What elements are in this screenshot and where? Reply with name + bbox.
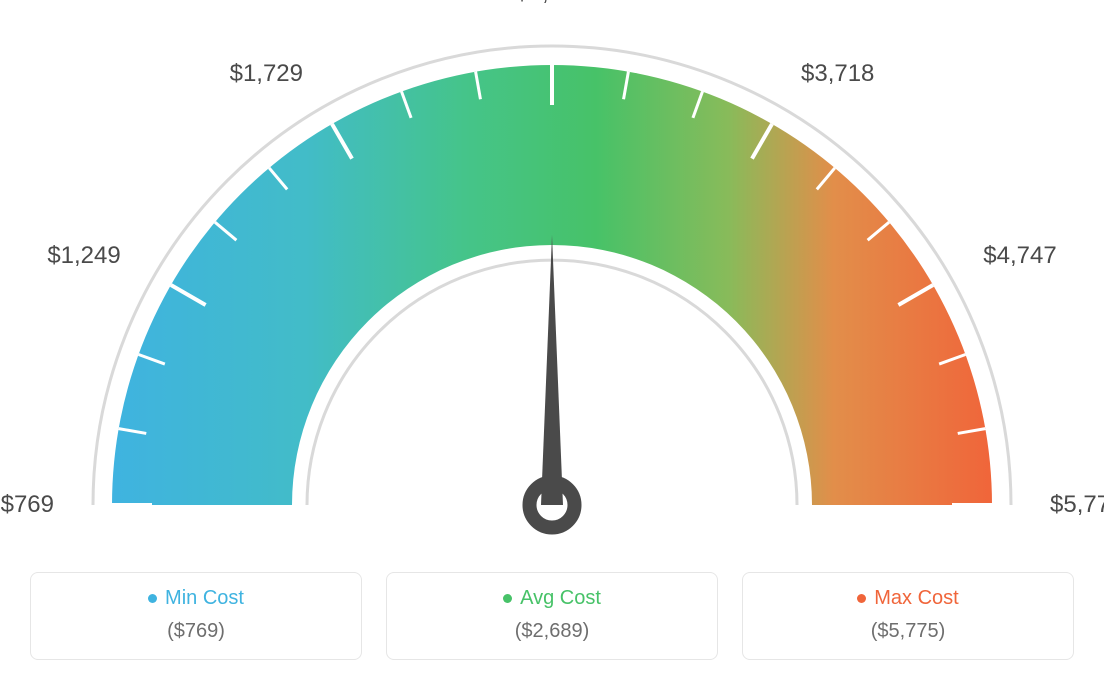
legend-dot-avg <box>503 594 512 603</box>
gauge-tick-label: $769 <box>1 491 54 519</box>
legend-card-max: Max Cost ($5,775) <box>742 572 1074 660</box>
legend-label-min: Min Cost <box>165 587 244 610</box>
legend-title-min: Min Cost <box>148 587 244 610</box>
cost-gauge-widget: $769 $1,249 $1,729 $2,689 $3,718 $4,747 $5,775… <box>0 0 1104 690</box>
legend-title-avg: Avg Cost <box>503 587 601 610</box>
legend-dot-max <box>857 594 866 603</box>
gauge-tick-label: $3,718 <box>801 60 874 88</box>
legend-card-avg: Avg Cost ($2,689) <box>386 572 718 660</box>
legend-label-max: Max Cost <box>874 587 958 610</box>
gauge-svg <box>0 0 1104 560</box>
gauge-tick-label: $4,747 <box>983 242 1056 270</box>
legend-value-avg: ($2,689) <box>397 620 707 643</box>
legend-label-avg: Avg Cost <box>520 587 601 610</box>
legend-card-min: Min Cost ($769) <box>30 572 362 660</box>
legend-row: Min Cost ($769) Avg Cost ($2,689) Max Co… <box>0 572 1104 660</box>
gauge-area: $769 $1,249 $1,729 $2,689 $3,718 $4,747 $5,775 <box>0 0 1104 560</box>
gauge-tick-label: $2,689 <box>515 0 588 7</box>
gauge-tick-label: $1,729 <box>230 60 303 88</box>
legend-title-max: Max Cost <box>857 587 958 610</box>
legend-dot-min <box>148 594 157 603</box>
legend-value-min: ($769) <box>41 620 351 643</box>
legend-value-max: ($5,775) <box>753 620 1063 643</box>
gauge-tick-label: $5,775 <box>1050 491 1104 519</box>
gauge-tick-label: $1,249 <box>47 242 120 270</box>
